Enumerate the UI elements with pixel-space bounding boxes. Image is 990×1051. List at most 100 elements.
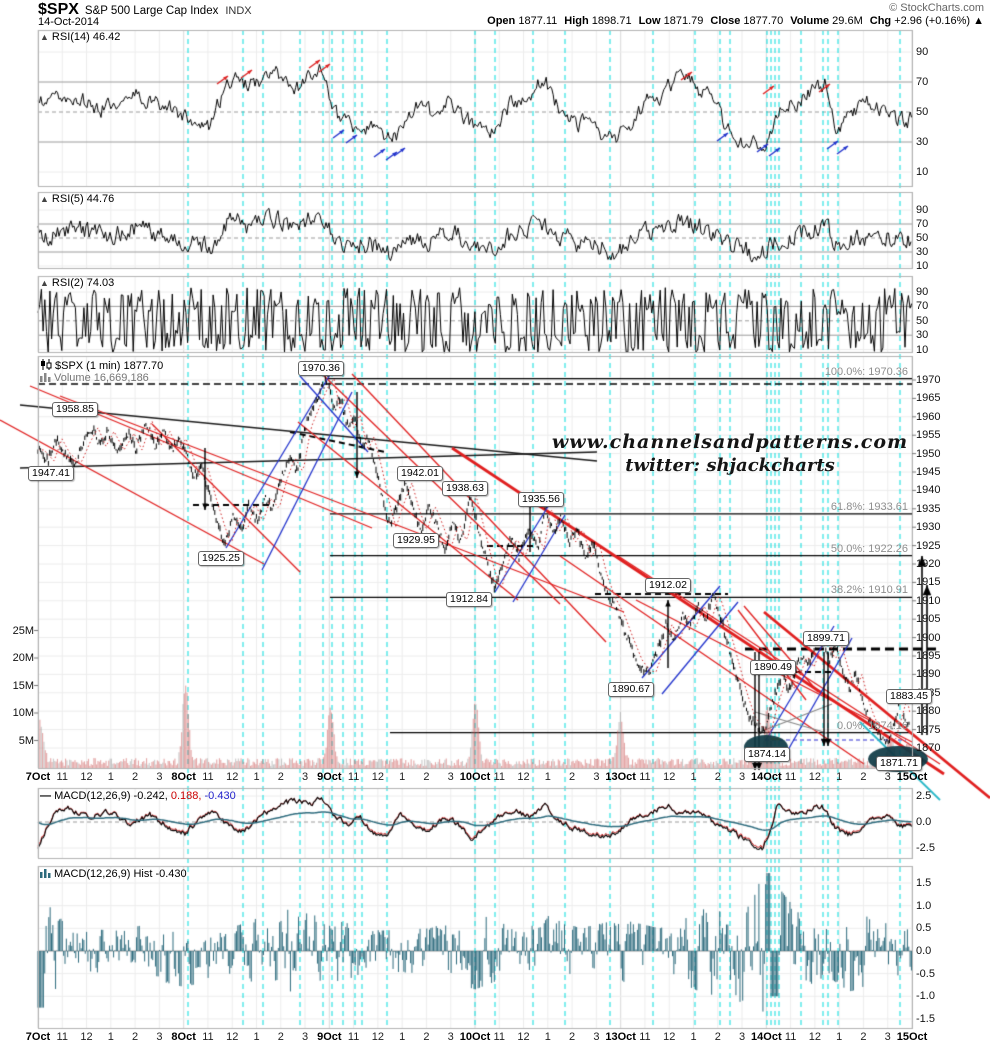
watermark-twitter: twitter: shjackcharts	[625, 455, 835, 476]
x-axis-tick: 1	[544, 771, 551, 783]
macd-hist-label: MACD(12,26,9) Hist -0.430	[40, 868, 187, 880]
x-axis-tick: 15Oct	[896, 771, 928, 783]
rsi-axis-tick: 30	[916, 329, 929, 342]
rsi5-label-text: RSI(5) 44.76	[51, 193, 115, 205]
macd-hist-value: -0.430	[204, 790, 236, 802]
price-axis-tick: 1945	[916, 466, 941, 478]
price-annotation: 1947.41	[28, 466, 74, 481]
price-annotation: 1912.84	[446, 592, 492, 607]
copyright: © StockCharts.com	[889, 2, 984, 14]
price-annotation: 1871.71	[876, 756, 922, 771]
price-axis-tick: 1955	[916, 429, 941, 442]
x-axis-tick: 2	[714, 1031, 721, 1043]
x-axis-tick: 12	[808, 771, 821, 783]
price-axis-tick: 1895	[916, 650, 941, 662]
x-axis-tick: 11	[202, 1031, 214, 1043]
x-axis-tick: 12	[663, 1031, 676, 1043]
price-annotation: 1938.63	[442, 481, 488, 496]
x-axis-tick: 8Oct	[171, 1031, 196, 1043]
x-axis-tick: 2	[714, 771, 721, 783]
x-axis-tick: 1	[690, 771, 697, 783]
hist-axis-tick: -0.5	[916, 967, 935, 980]
x-axis-tick: 11	[493, 1031, 505, 1043]
x-axis-tick: 11	[493, 771, 505, 783]
quote-field-label: Chg	[869, 15, 892, 27]
x-axis-tick: 12	[517, 771, 530, 783]
x-axis-tick: 2	[423, 771, 430, 783]
line-icon: —	[40, 790, 55, 802]
quote-field-label: Low	[638, 15, 661, 27]
quote-field-value: +2.96 (+0.16%) ▲	[891, 15, 984, 27]
x-axis-tick: 11	[639, 1031, 651, 1043]
x-axis-tick: 3	[447, 1031, 454, 1043]
fibonacci-label: 50.0%: 1922.26	[830, 543, 908, 555]
x-axis-tick: 10Oct	[459, 771, 491, 783]
rsi14-label: ▲ RSI(14) 46.42	[40, 31, 120, 43]
price-annotation: 1942.01	[397, 466, 443, 481]
x-axis-tick: 15Oct	[896, 1031, 928, 1043]
x-axis-tick: 3	[301, 771, 309, 783]
price-axis-tick: 1970	[916, 374, 941, 386]
x-axis-tick: 11	[56, 771, 68, 783]
x-axis-tick: 12	[80, 771, 93, 783]
volume-axis-tick: 10M	[12, 707, 34, 719]
x-axis-tick: 14Oct	[751, 1031, 782, 1043]
quote-field-label: High	[564, 15, 589, 27]
hist-axis-tick: 1.0	[916, 899, 932, 912]
price-annotation: 1935.56	[518, 492, 564, 507]
x-axis-tick: 3	[738, 1031, 746, 1043]
rsi-axis-tick: 10	[916, 166, 929, 178]
rsi-axis-tick: 90	[916, 204, 929, 216]
fibonacci-label: 61.8%: 1933.61	[830, 501, 908, 513]
area-chart-icon: ▲	[40, 32, 49, 42]
macd-axis-tick: 0.0	[916, 816, 932, 828]
rsi-axis-tick: 30	[916, 136, 929, 148]
rsi-axis-tick: 30	[916, 246, 929, 258]
watermark-url: www.channelsandpatterns.com	[551, 431, 909, 453]
x-axis-tick: 11	[784, 771, 797, 783]
ohlc-quote: Open 1877.11 High 1898.71 Low 1871.79 Close…	[480, 15, 984, 27]
area-chart-icon: ▲	[40, 278, 49, 288]
price-annotation: 1874.14	[744, 747, 790, 762]
x-axis-tick: 10Oct	[459, 1031, 491, 1043]
price-annotation: 1912.02	[645, 578, 691, 593]
x-axis-tick: 1	[399, 1031, 406, 1043]
price-axis-tick: 1960	[916, 410, 941, 423]
rsi14-label-text: RSI(14) 46.42	[51, 31, 121, 43]
x-axis-tick: 3	[884, 771, 891, 783]
x-axis-tick: 3	[447, 771, 454, 783]
price-annotation: 1970.36	[298, 361, 344, 376]
quote-field-label: Close	[710, 15, 741, 27]
rsi-axis-tick: 50	[916, 232, 929, 244]
symbol-name: S&P 500 Large Cap Index	[84, 5, 219, 17]
fibonacci-label: 100.0%: 1970.36	[824, 366, 908, 378]
fibonacci-label: 38.2%: 1910.91	[830, 584, 908, 596]
macd-axis-tick: 2.5	[916, 790, 932, 802]
volume-axis-tick: 5M	[18, 734, 34, 747]
rsi-axis-tick: 90	[916, 46, 929, 58]
x-axis-tick: 11	[56, 1031, 68, 1043]
price-axis-tick: 1930	[916, 521, 941, 534]
price-annotation: 1890.49	[750, 660, 796, 675]
x-axis-tick: 7Oct	[25, 1031, 51, 1043]
x-axis-tick: 3	[738, 771, 746, 783]
rsi2-label-text: RSI(2) 74.03	[51, 277, 115, 289]
area-chart-icon: ▲	[40, 194, 49, 204]
rsi-axis-tick: 70	[916, 218, 929, 230]
x-axis-tick: 1	[107, 771, 114, 783]
price-axis-tick: 1925	[916, 539, 941, 552]
hist-axis-tick: 1.5	[916, 877, 932, 890]
volume-label-text: Volume 16,669,186	[54, 372, 149, 384]
x-axis-tick: 11	[347, 1031, 360, 1043]
quote-field-value: 1898.71	[588, 15, 632, 27]
fibonacci-label: 0.0%: 1874.16	[837, 720, 908, 732]
hist-axis-tick: -1.5	[916, 1012, 935, 1025]
x-axis-tick: 1	[399, 771, 406, 783]
macd-signal-value: 0.188,	[170, 790, 202, 802]
exchange: INDX	[225, 5, 252, 17]
x-axis-tick: 13Oct	[605, 771, 636, 783]
price-axis-tick: 1965	[916, 392, 941, 405]
x-axis-tick: 12	[517, 1031, 530, 1043]
x-axis-tick: 12	[371, 771, 384, 783]
